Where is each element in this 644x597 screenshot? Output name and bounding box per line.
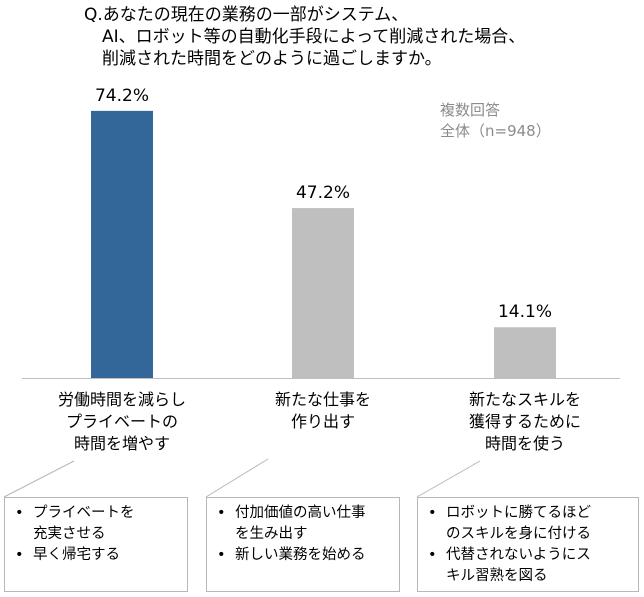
note-sample-size: 全体（n=948） bbox=[440, 122, 551, 140]
callout-item-text: 代替されないようにス bbox=[446, 547, 591, 563]
callout-list: プライベートを充実させる早く帰宅する bbox=[11, 503, 181, 566]
callout-item-text: 付加価値の高い仕事 bbox=[235, 505, 366, 521]
question-title: Q.あなたの現在の業務の一部がシステム、 AI、ロボット等の自動化手段によって削… bbox=[84, 4, 640, 70]
category-label-2-line-1: 新たな仕事を bbox=[275, 390, 371, 409]
callout-connector-1 bbox=[3, 460, 75, 498]
callout-box-3: ロボットに勝てるほどのスキルを身に付ける代替されないようにスキル習熟を図る bbox=[417, 497, 639, 592]
value-label-2: 47.2% bbox=[296, 183, 350, 203]
title-line-1: Q.あなたの現在の業務の一部がシステム、 bbox=[84, 5, 409, 25]
callout-item-text: のスキルを身に付ける bbox=[446, 526, 591, 542]
callout-list: 付加価値の高い仕事を生み出す新しい業務を始める bbox=[213, 503, 393, 566]
title-line-3: 削減された時間をどのように過ごしますか。 bbox=[102, 49, 442, 69]
category-label-3-line-3: 時間を使う bbox=[485, 434, 565, 453]
callout-item: 新しい業務を始める bbox=[213, 545, 393, 566]
title-line-2: AI、ロボット等の自動化手段によって削減された場合、 bbox=[102, 27, 526, 47]
category-label-1-line-1: 労働時間を減らし bbox=[58, 390, 186, 409]
category-label-1-line-3: 時間を増やす bbox=[74, 434, 170, 453]
category-label-3-line-1: 新たなスキルを bbox=[469, 390, 581, 409]
bar-1 bbox=[91, 110, 153, 378]
category-label-1-line-2: プライベートの bbox=[66, 412, 178, 431]
callout-item-text: を生み出す bbox=[235, 526, 308, 542]
callout-item-text: 充実させる bbox=[33, 526, 106, 542]
note-multiple-answer: 複数回答 bbox=[440, 101, 501, 119]
value-label-3: 14.1% bbox=[498, 302, 552, 322]
category-label-2-line-2: 作り出す bbox=[291, 412, 355, 431]
category-label-3-line-2: 獲得するために bbox=[469, 412, 581, 431]
callout-item-text: キル習熟を図る bbox=[446, 568, 548, 584]
callout-connector-2 bbox=[205, 458, 269, 498]
callout-item-text: プライベートを bbox=[33, 505, 135, 521]
callout-item-text: 新しい業務を始める bbox=[235, 547, 366, 563]
bar-2 bbox=[292, 208, 354, 378]
sample-note: 複数回答 全体（n=948） bbox=[440, 100, 551, 142]
value-label-1: 74.2% bbox=[95, 86, 149, 106]
bar-3 bbox=[494, 327, 556, 378]
callout-connector-3 bbox=[416, 460, 481, 498]
callout-item-text: 早く帰宅する bbox=[33, 547, 120, 563]
callout-box-1: プライベートを充実させる早く帰宅する bbox=[4, 497, 188, 592]
callout-box-2: 付加価値の高い仕事を生み出す新しい業務を始める bbox=[206, 497, 400, 592]
callout-item: 早く帰宅する bbox=[11, 545, 181, 566]
callout-list: ロボットに勝てるほどのスキルを身に付ける代替されないようにスキル習熟を図る bbox=[424, 503, 632, 587]
callout-item-text: ロボットに勝てるほど bbox=[446, 505, 591, 521]
